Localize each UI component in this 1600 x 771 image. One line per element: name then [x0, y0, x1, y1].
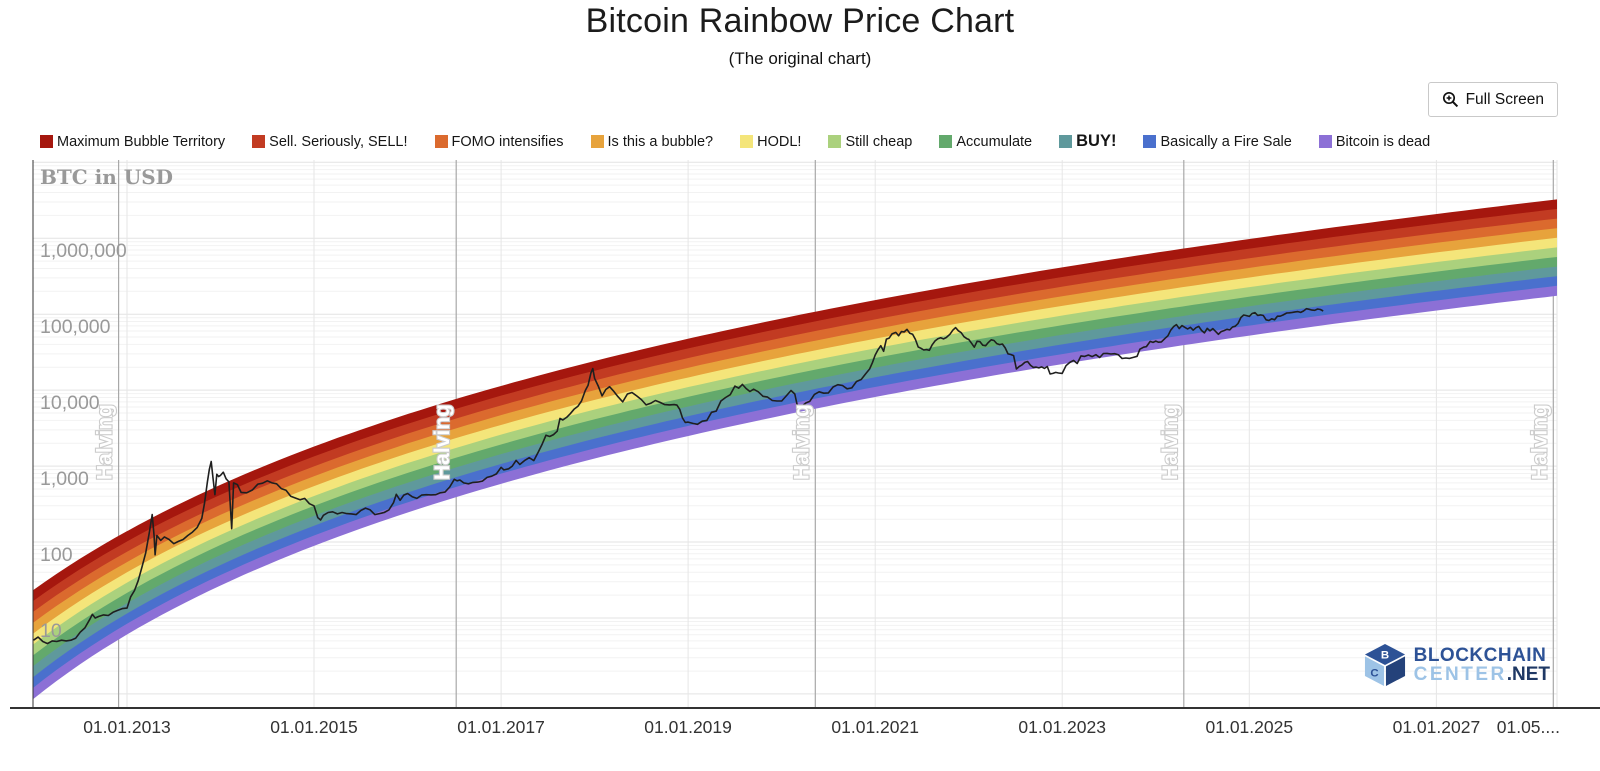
fullscreen-button-label: Full Screen: [1465, 90, 1544, 108]
watermark-center-text: CENTER: [1413, 664, 1507, 685]
chart-header: Bitcoin Rainbow Price Chart (The origina…: [0, 2, 1600, 69]
legend-item-label: Maximum Bubble Territory: [57, 133, 226, 150]
legend-item-label: BUY!: [1076, 132, 1117, 150]
svg-text:B: B: [1380, 649, 1388, 661]
legend-item-1: Sell. Seriously, SELL!: [252, 133, 408, 150]
x-tick-label: 01.01.2015: [270, 717, 358, 737]
y-tick-label: 1,000,000: [40, 240, 127, 262]
watermark-blockchain-text: BLOCKCHAIN: [1413, 644, 1547, 666]
legend-item-label: FOMO intensifies: [451, 133, 564, 150]
legend-item-label: Accumulate: [956, 133, 1033, 150]
halving-labels: Halving Halving Halving Halving Halving: [92, 403, 1552, 481]
blockchaincenter-watermark: B C BLOCKCHAIN CENTER.NET: [1364, 643, 1550, 687]
legend-swatch-icon: [40, 135, 53, 148]
legend-item-label: Still cheap: [845, 133, 913, 150]
y-tick-label: 100: [40, 544, 73, 566]
y-tick-label: 10: [40, 620, 62, 642]
x-tick-label: 01.01.2027: [1393, 717, 1481, 737]
legend-item-3: Is this a bubble?: [590, 133, 714, 150]
halving-label: Halving: [1159, 404, 1182, 480]
legend-item-label: Is this a bubble?: [607, 133, 714, 150]
legend-swatch-icon: [828, 135, 842, 148]
legend-item-label: Bitcoin is dead: [1335, 133, 1431, 150]
legend-item-9: Bitcoin is dead: [1318, 133, 1431, 150]
legend-item-6: Accumulate: [939, 134, 1032, 150]
halving-label: Halving: [431, 404, 454, 480]
watermark-center-net-text: CENTER.NET: [1414, 665, 1550, 684]
legend: Maximum Bubble Territory Sell. Seriously,…: [40, 132, 1564, 151]
legend-item-8: Basically a Fire Sale: [1143, 133, 1292, 150]
fullscreen-button[interactable]: Full Screen: [1427, 82, 1558, 117]
x-tick-label: 01.05....: [1497, 717, 1560, 737]
legend-item-label: HODL!: [757, 133, 802, 150]
legend-swatch-icon: [434, 135, 448, 148]
halving-label: Halving: [94, 404, 117, 480]
x-tick-label: 01.01.2021: [831, 717, 919, 737]
x-tick-label: 01.01.2013: [83, 717, 171, 737]
x-tick-label: 01.01.2023: [1018, 717, 1106, 737]
x-tick-label: 01.01.2017: [457, 717, 545, 737]
legend-swatch-icon: [590, 135, 604, 148]
x-tick-label: 01.01.2025: [1206, 717, 1294, 737]
y-tick-label: 10,000: [40, 392, 100, 414]
halving-label: Halving: [790, 404, 813, 480]
cube-logo-icon: B C: [1364, 643, 1406, 687]
y-axis-title: BTC in USD: [40, 165, 173, 189]
x-tick-label: 01.01.2019: [644, 717, 732, 737]
minor-gridlines: [33, 165, 1557, 672]
btc-price-line: [33, 307, 1324, 645]
legend-item-5: Still cheap: [828, 134, 912, 150]
legend-swatch-icon: [1318, 135, 1332, 148]
axes: [10, 160, 1600, 709]
legend-item-label: Basically a Fire Sale: [1160, 133, 1292, 150]
legend-swatch-icon: [1143, 135, 1157, 148]
page-title: Bitcoin Rainbow Price Chart: [585, 2, 1015, 40]
svg-text:C: C: [1370, 667, 1378, 679]
legend-item-0: Maximum Bubble Territory: [40, 134, 225, 150]
y-tick-label: 1,000: [40, 468, 89, 490]
legend-swatch-icon: [252, 135, 266, 148]
halving-label: Halving: [1528, 404, 1551, 480]
watermark-net-text: .NET: [1506, 664, 1550, 685]
legend-item-4: HODL!: [740, 134, 801, 150]
zoom-magnifier-icon: [1442, 91, 1459, 108]
page-subtitle: (The original chart): [728, 49, 872, 68]
legend-swatch-icon: [939, 135, 953, 148]
legend-item-label: Sell. Seriously, SELL!: [269, 133, 408, 150]
legend-swatch-icon: [740, 135, 754, 148]
legend-swatch-icon: [1059, 135, 1073, 148]
y-tick-label: 100,000: [40, 316, 111, 338]
legend-item-7: BUY!: [1059, 132, 1116, 151]
tick-labels: 1,000,000 100,000 10,000 1,000 100 10 01.01.20…: [40, 240, 1560, 737]
legend-item-2: FOMO intensifies: [434, 133, 564, 150]
